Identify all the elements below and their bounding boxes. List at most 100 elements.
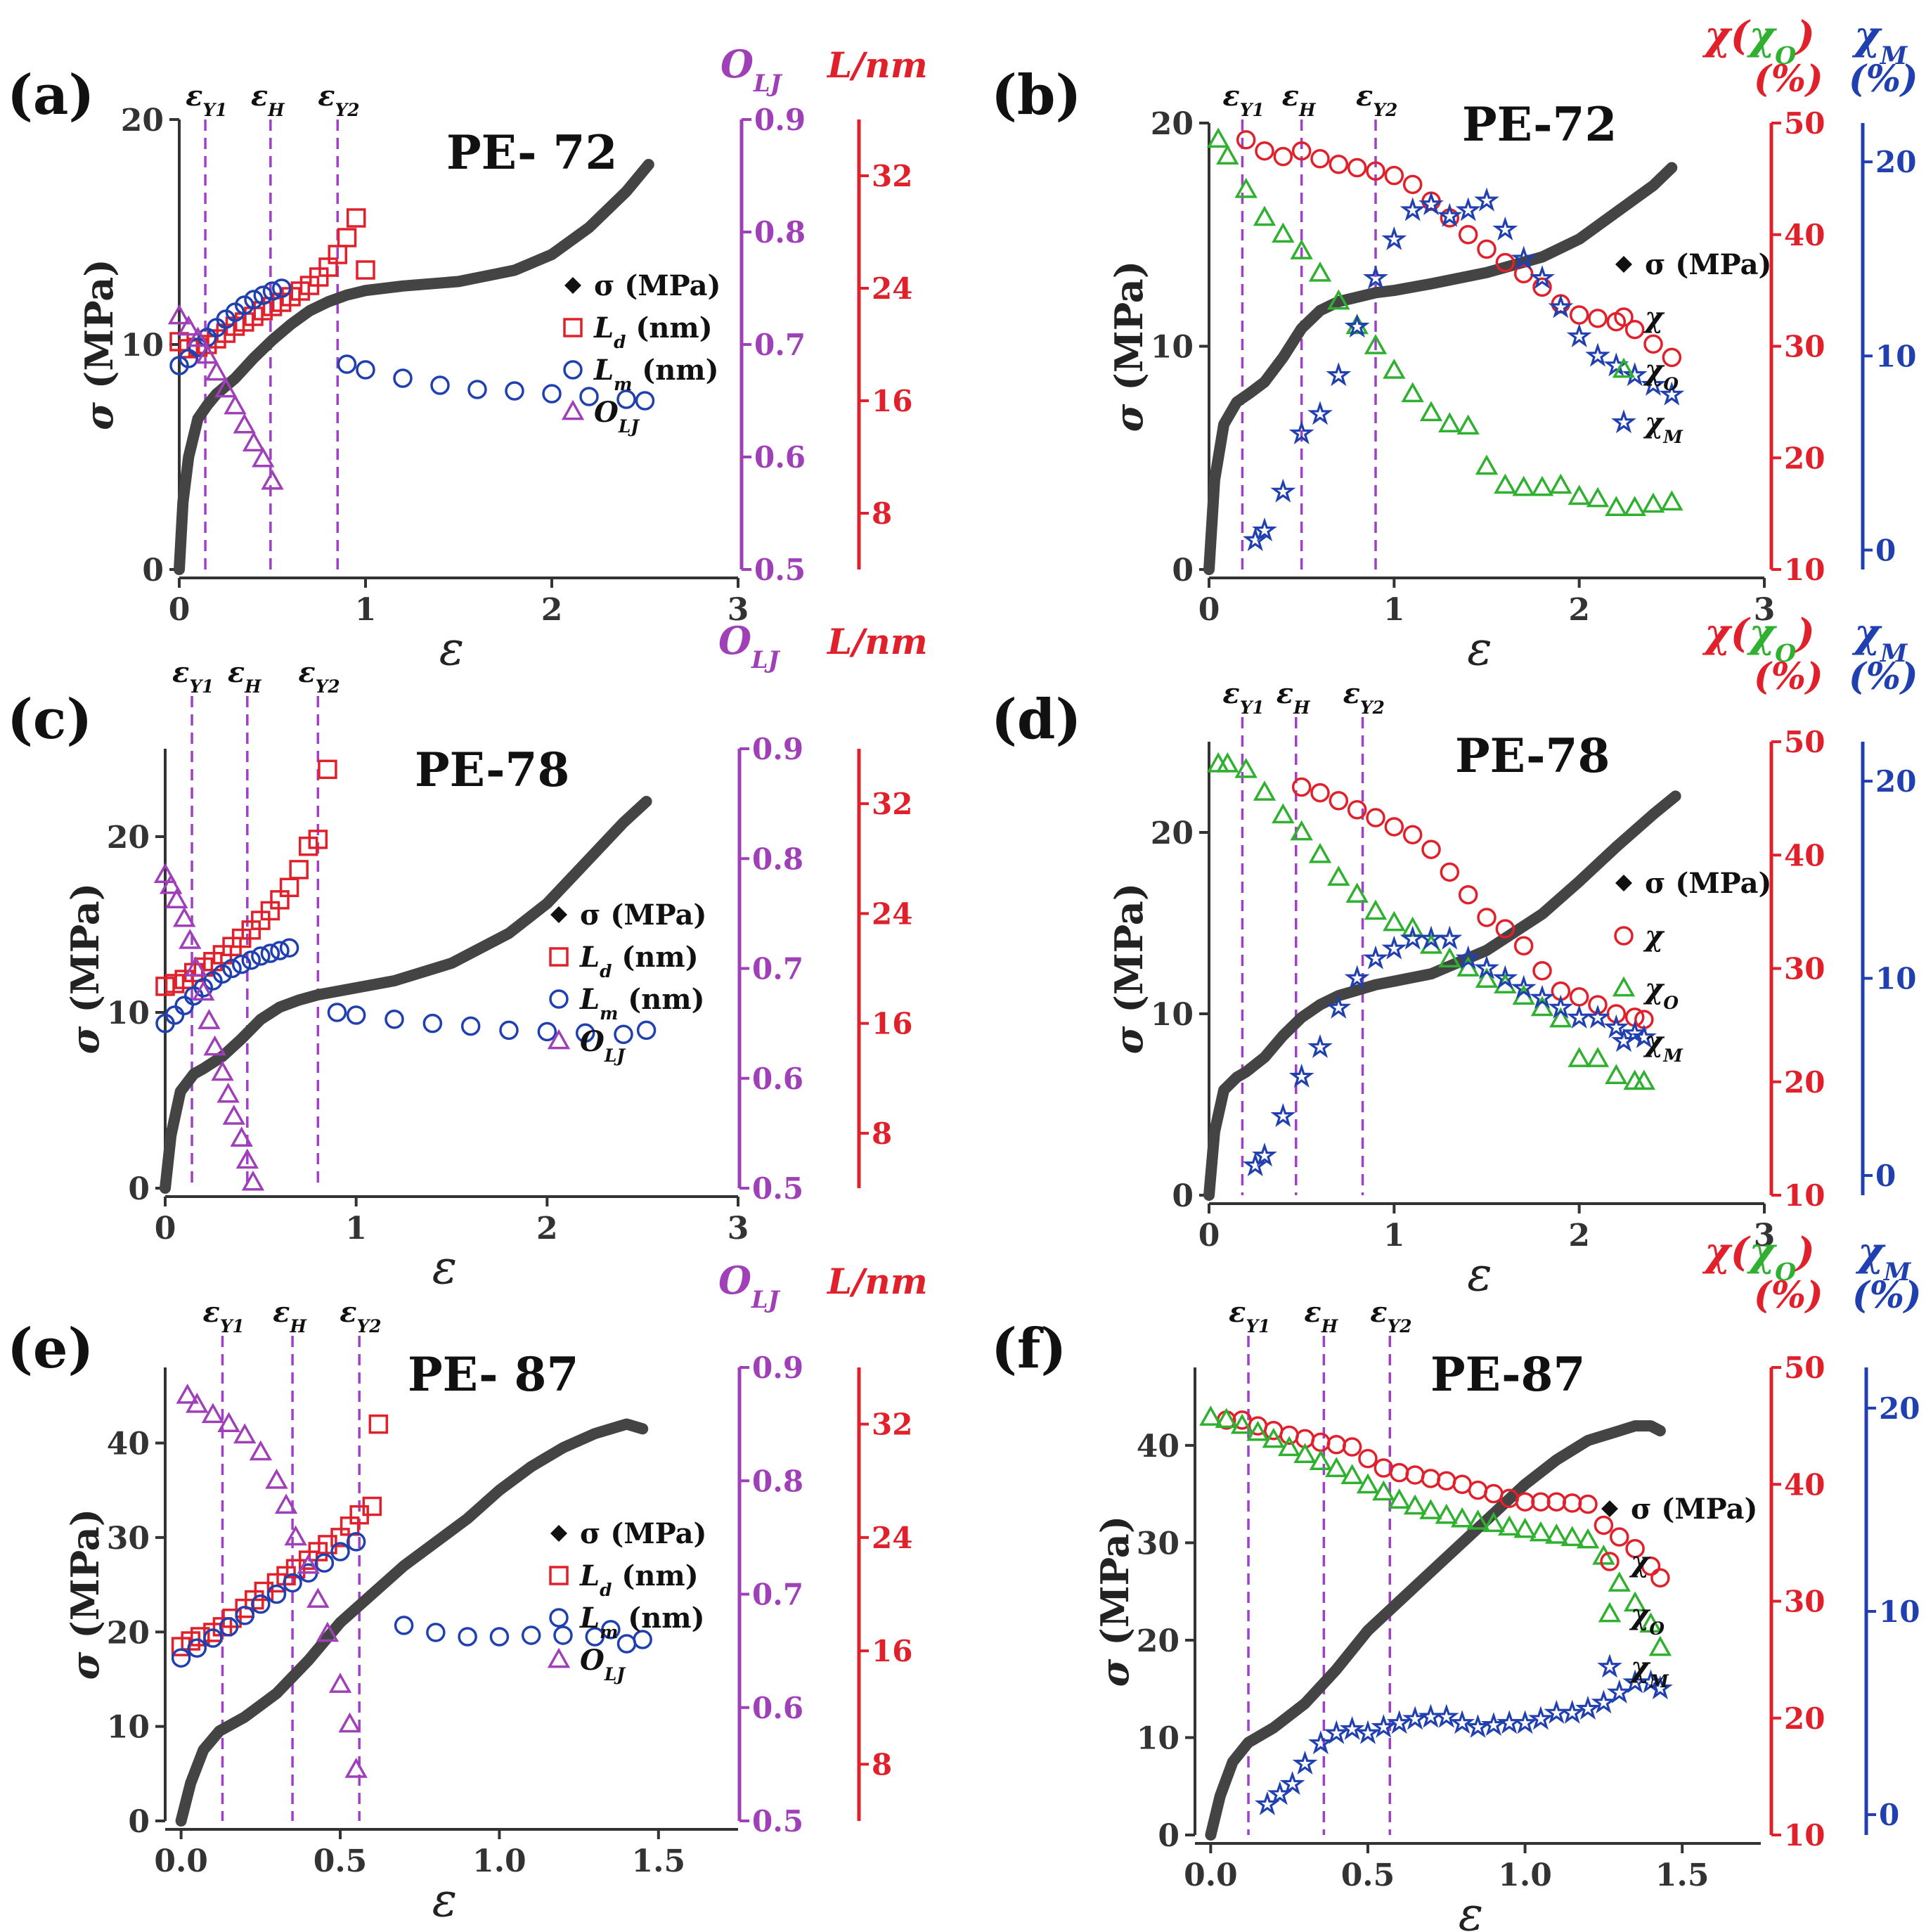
stress-strain-curve [1203,790,1681,1201]
data-point [1532,277,1552,297]
data-point [1290,239,1313,259]
y-tick-label: 0 [1172,553,1194,588]
data-point [499,1020,519,1041]
legend-label: χM [1643,1025,1683,1066]
y-tick-label: 10 [1137,1720,1179,1756]
data-point [1643,334,1663,354]
strain-marker-label: εH [251,79,285,120]
right-tick-label: 16 [872,384,912,418]
data-point [1513,1517,1537,1538]
data-point [1585,1004,1610,1029]
data-point [1347,157,1367,178]
data-point [356,360,375,380]
y-tick-label: 10 [1151,330,1194,366]
data-point [235,295,254,315]
right-tick-label: 50 [1784,106,1825,141]
data-point [1325,1457,1348,1477]
series-2 [1206,752,1656,1090]
series-2 [169,278,655,411]
data-point [1474,187,1499,212]
y-tick-label: 20 [107,1615,150,1651]
right-axis-title-chim: χM [1855,1229,1912,1287]
right-tick-label: 0.6 [752,1691,803,1725]
data-point [222,1609,242,1628]
data-point [553,1625,573,1645]
data-point [217,1412,240,1432]
right-tick-label: 8 [872,1747,892,1782]
right-axis-title-chim: χM [1851,13,1908,70]
data-point [1631,1024,1657,1048]
data-point [344,1758,368,1778]
panel-label: (b) [991,63,1081,127]
data-point [521,1625,541,1645]
legend-marker [549,947,569,967]
data-point [1327,289,1350,310]
data-point [1364,334,1388,354]
right-axis-unit-chi: (%) [1754,655,1823,698]
data-point [1272,222,1295,243]
data-point [192,980,215,1001]
data-point [235,1148,259,1169]
data-point [212,964,233,984]
data-point [214,377,238,398]
data-point [537,1022,557,1042]
data-point [1310,149,1330,169]
data-point [1339,1715,1365,1740]
right-tick-label: 10 [1879,1595,1920,1629]
data-point [1381,226,1407,250]
data-point [1434,1704,1459,1728]
data-point [193,978,214,998]
data-point [1255,141,1274,161]
legend-marker [550,906,567,923]
x-tick-label: 2 [541,592,563,628]
data-point [233,1423,257,1444]
data-point [203,1035,226,1056]
data-point [1437,1471,1456,1491]
data-point [1421,839,1441,859]
right-tick-label: 32 [872,1408,912,1442]
data-point [1383,359,1406,379]
data-point [585,1627,605,1647]
data-point [1449,1710,1475,1734]
data-point [172,906,196,927]
data-point [1591,1689,1617,1714]
right-tick-label: 10 [1875,962,1916,996]
data-point [337,354,357,374]
data-point [1234,757,1258,778]
right-axis-title-olj: OLJ [720,41,783,97]
right-tick-label: 0.7 [752,1578,803,1612]
data-point [1623,1591,1647,1612]
data-point [616,1634,637,1654]
right-tick-label: 24 [872,896,912,931]
legend-marker [1601,1500,1618,1517]
data-point [318,759,337,780]
data-point [1356,1473,1380,1494]
right-tick-label: 8 [872,1116,892,1151]
data-point [1568,484,1591,505]
x-axis-title: ε [432,1240,457,1294]
legend-label: σ (MPa) [580,899,706,932]
data-point [542,384,562,404]
strain-marker-label: εY2 [1370,1296,1411,1337]
data-point [1199,1405,1222,1426]
x-tick-label: 0 [169,592,190,628]
data-point [1438,947,1461,967]
y-tick-label: 20 [1137,1623,1179,1659]
stress-strain-curve [1205,1420,1666,1841]
y-axis-title: σ (MPa) [1106,883,1151,1055]
data-point [1498,1515,1521,1536]
right-tick-label: 30 [1784,1585,1825,1619]
data-point [1585,342,1610,367]
data-point [235,1605,254,1625]
right-tick-label: 0.6 [752,1062,803,1096]
data-point [1532,960,1552,981]
series-3 [153,863,265,1191]
strain-marker-label: εY2 [298,656,340,697]
data-point [1575,1695,1601,1720]
right-tick-label: 32 [872,159,912,193]
right-tick-label: 0 [1879,1798,1899,1832]
right-axis-title-olj: OLJ [718,618,781,674]
y-tick-label: 20 [1151,816,1194,851]
data-point [422,1013,443,1033]
data-point [426,1623,446,1642]
